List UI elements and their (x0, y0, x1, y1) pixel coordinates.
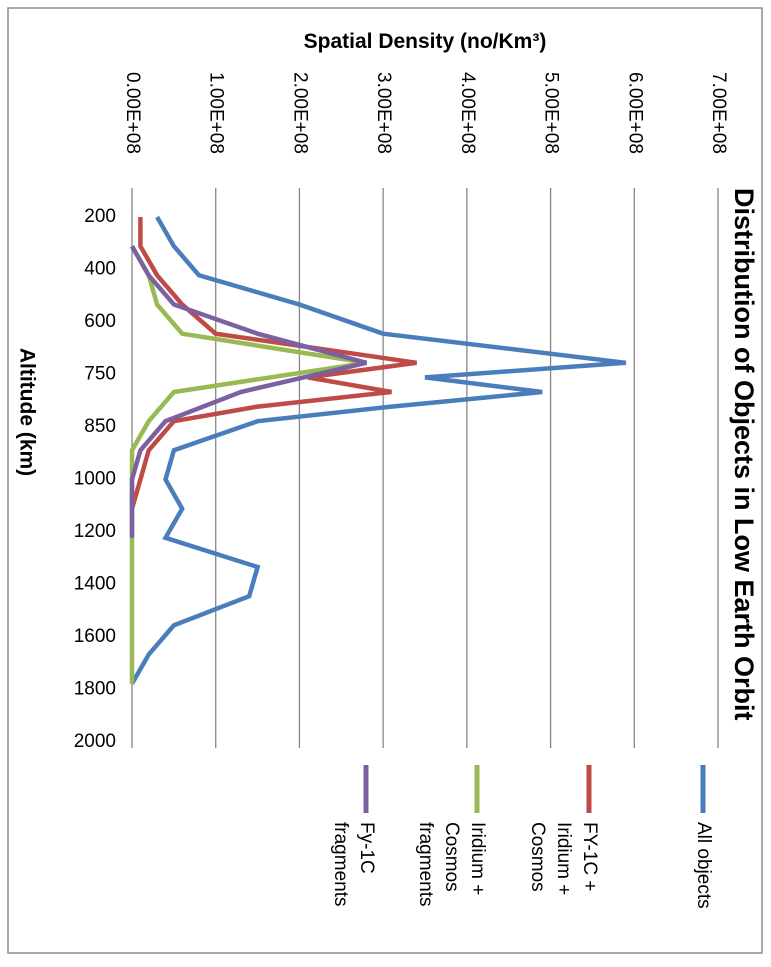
value-tick-label: 4.00E+08 (457, 72, 478, 154)
altitude-tick-label: 600 (84, 311, 116, 332)
altitude-tick-label: 1000 (74, 469, 116, 490)
series-layer (129, 215, 627, 685)
value-tick-label: 0.00E+08 (122, 72, 143, 154)
legend-label: Cosmos (527, 822, 548, 892)
altitude-tick-label: 200 (84, 206, 116, 227)
series-line (130, 215, 627, 685)
value-tick-label: 2.00E+08 (289, 72, 310, 154)
value-tick-label: 1.00E+08 (206, 72, 227, 154)
altitude-axis-title: Altitude (km) (15, 348, 38, 476)
value-tick-labels: 0.00E+08 1.00E+08 2.00E+08 3.00E+08 4.00E+08… (122, 72, 729, 154)
altitude-tick-label: 1800 (74, 679, 116, 700)
altitude-tick-label: 2000 (74, 731, 116, 752)
legend-label: All objects (693, 822, 714, 909)
altitude-tick-label: 400 (84, 259, 116, 280)
legend-label: Cosmos (441, 822, 462, 892)
chart-title: Distribution of Objects in Low Earth Orb… (729, 188, 759, 721)
value-axis-title: Spatial Density (no/Km³) (304, 30, 547, 53)
legend-label: Iridium + (467, 822, 488, 895)
legend-label: fragments (415, 822, 436, 906)
value-tick-label: 5.00E+08 (541, 72, 562, 154)
legend-label: Fy-1C (356, 822, 377, 874)
altitude-tick-label: 1400 (74, 574, 116, 595)
altitude-tick-label: 850 (84, 416, 116, 437)
legend-label: Iridium + (553, 822, 574, 895)
altitude-tick-label: 1200 (74, 521, 116, 542)
altitude-tick-label: 750 (84, 364, 116, 385)
legend-label: fragments (330, 822, 351, 906)
value-tick-label: 7.00E+08 (708, 72, 729, 154)
series-line (129, 245, 367, 538)
value-tick-label: 6.00E+08 (624, 72, 645, 154)
altitude-tick-label: 1600 (74, 626, 116, 647)
altitude-tick-labels: 200 400 600 750 850 1000 1200 1400 1600 1800 2000 (74, 206, 116, 752)
legend-label: FY-1C + (579, 822, 600, 892)
value-tick-label: 3.00E+08 (373, 72, 394, 154)
